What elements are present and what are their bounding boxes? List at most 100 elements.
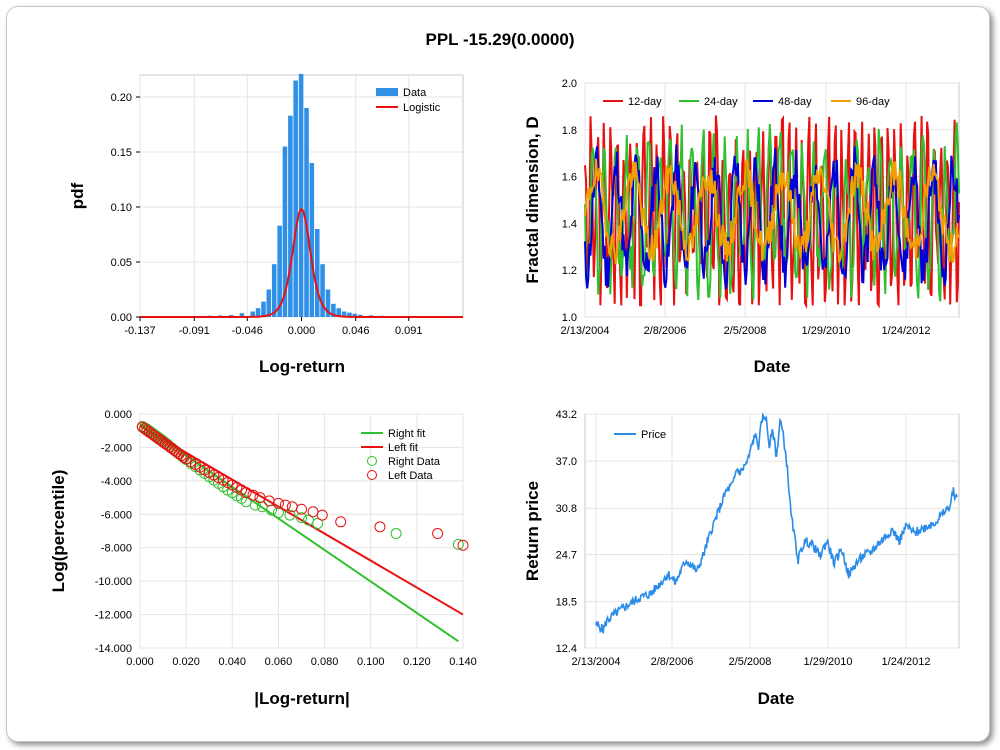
x-tick-label: 2/13/2004 — [561, 325, 610, 337]
price-ticks: 2/13/2004 2/8/2006 2/5/2008 1/29/2010 1/24/2… — [556, 409, 931, 668]
x-tick-label: 2/8/2006 — [644, 325, 687, 337]
left-data-point — [296, 503, 307, 515]
left-data-point — [432, 528, 444, 540]
y-tick-label: 1.6 — [562, 172, 577, 184]
price-panel: 2/13/2004 2/8/2006 2/5/2008 1/29/2010 1/24/2… — [523, 409, 960, 708]
y-tick-label: 1.8 — [562, 125, 577, 137]
histogram-bar — [250, 311, 256, 317]
legend-label-price: Price — [641, 429, 666, 441]
y-tick-label: 43.2 — [556, 409, 577, 421]
legend-label-left-fit: Left fit — [388, 442, 418, 454]
x-tick-label: 1/29/2010 — [804, 656, 853, 668]
left-data-point — [457, 539, 469, 551]
legend-label-left-data: Left Data — [388, 470, 434, 482]
plot-area-4 — [584, 413, 960, 649]
fractal-series-line — [584, 115, 960, 310]
histogram-bar — [293, 80, 298, 317]
histogram-bar — [277, 225, 282, 317]
y-tick-label: 1.4 — [562, 218, 577, 230]
y-tick-label: -4.000 — [101, 476, 132, 488]
x-tick-label: 0.020 — [172, 656, 200, 668]
histogram-panel: -0.137 -0.091 -0.046 0.000 0.046 0.091 0.00 0.0… — [68, 73, 464, 376]
legend-1: Data Logistic — [376, 87, 441, 114]
y-tick-label: -6.000 — [101, 509, 132, 521]
x-tick-label: 0.120 — [403, 656, 431, 668]
x-tick-label: 0.046 — [342, 325, 370, 337]
histogram-bar — [357, 314, 363, 317]
y-tick-label: -2.000 — [101, 442, 132, 454]
y-tick-label: 0.20 — [111, 92, 132, 104]
left-data-point — [279, 499, 291, 511]
x-axis-label-2: Date — [754, 357, 791, 376]
legend-label-96-day: 96-day — [856, 96, 890, 108]
histogram-bar — [304, 108, 309, 317]
legend-label-data: Data — [403, 87, 427, 99]
histogram-bar — [261, 301, 266, 317]
right-data-point — [390, 528, 402, 540]
legend-label-logistic: Logistic — [403, 102, 441, 114]
y-axis-label-1: pdf — [68, 182, 87, 209]
histogram-bar — [320, 264, 325, 317]
y-tick-label: 0.000 — [104, 409, 132, 421]
y-tick-label: 0.15 — [111, 147, 132, 159]
y-tick-label: 24.7 — [556, 550, 577, 562]
x-tick-label: 1/24/2012 — [882, 325, 931, 337]
y-tick-label: -12.000 — [95, 610, 132, 622]
x-tick-label: -0.137 — [124, 325, 155, 337]
histogram-bar — [314, 229, 320, 317]
x-tick-label: 0.080 — [311, 656, 339, 668]
left-data-point — [272, 497, 284, 509]
y-tick-label: -10.000 — [95, 576, 132, 588]
x-tick-label: 2/5/2008 — [724, 325, 767, 337]
tail-ticks: 0.000 0.020 0.040 0.060 0.080 0.100 0.120 0.140… — [95, 409, 477, 668]
y-tick-label: -8.000 — [101, 543, 132, 555]
y-tick-label: 0.05 — [111, 257, 132, 269]
x-axis-label-4: Date — [758, 689, 795, 708]
fractal-series-line — [584, 158, 960, 265]
histogram-bar — [347, 312, 352, 317]
fractal-panel: 2/13/2004 2/8/2006 2/5/2008 1/29/2010 1/24/2… — [523, 78, 960, 376]
x-tick-label: 0.091 — [395, 325, 423, 337]
right-data-point — [296, 512, 307, 524]
tail-panel: 0.000 0.020 0.040 0.060 0.080 0.100 0.120 0.140… — [49, 409, 477, 708]
x-tick-label: 0.000 — [288, 325, 316, 337]
fractal-ticks: 2/13/2004 2/8/2006 2/5/2008 1/29/2010 1/24/2… — [561, 78, 931, 337]
histogram-ticks: -0.137 -0.091 -0.046 0.000 0.046 0.091 0.00 0.0… — [111, 92, 423, 337]
main-title: PPL -15.29(0.0000) — [425, 30, 575, 49]
histogram-bar — [288, 115, 293, 317]
y-tick-label: 12.4 — [556, 643, 577, 655]
y-tick-label: 1.0 — [562, 312, 577, 324]
legend-swatch-data — [376, 88, 398, 96]
y-tick-label: -14.000 — [95, 643, 132, 655]
legend-label-48-day: 48-day — [778, 96, 812, 108]
y-tick-label: 37.0 — [556, 456, 577, 468]
histogram-bar — [331, 303, 336, 317]
x-tick-label: -0.091 — [179, 325, 210, 337]
legend-swatch-left-data — [367, 470, 377, 480]
x-tick-label: 2/8/2006 — [651, 656, 694, 668]
histogram-bar — [282, 146, 288, 317]
right-data-point — [272, 507, 284, 519]
left-data-point — [240, 487, 252, 499]
right-data-point — [312, 517, 324, 529]
histogram-bar — [309, 163, 315, 317]
histogram-bar — [352, 313, 358, 317]
x-tick-label: 0.100 — [357, 656, 385, 668]
y-tick-label: 0.10 — [111, 202, 132, 214]
histogram-bar — [341, 311, 347, 317]
histogram-bar — [239, 313, 245, 317]
y-tick-label: 2.0 — [562, 78, 577, 90]
x-tick-label: 1/29/2010 — [802, 325, 851, 337]
legend-label-12-day: 12-day — [628, 96, 662, 108]
y-tick-label: 30.8 — [556, 503, 577, 515]
left-data-points — [136, 421, 469, 551]
histogram-bar — [298, 73, 304, 318]
legend-label-right-fit: Right fit — [388, 428, 425, 440]
histogram-bar — [255, 308, 261, 317]
x-tick-label: 0.040 — [219, 656, 247, 668]
legend-4: Price — [614, 429, 666, 441]
y-tick-label: 18.5 — [556, 597, 577, 609]
x-tick-label: -0.046 — [232, 325, 263, 337]
x-tick-label: 0.060 — [265, 656, 293, 668]
